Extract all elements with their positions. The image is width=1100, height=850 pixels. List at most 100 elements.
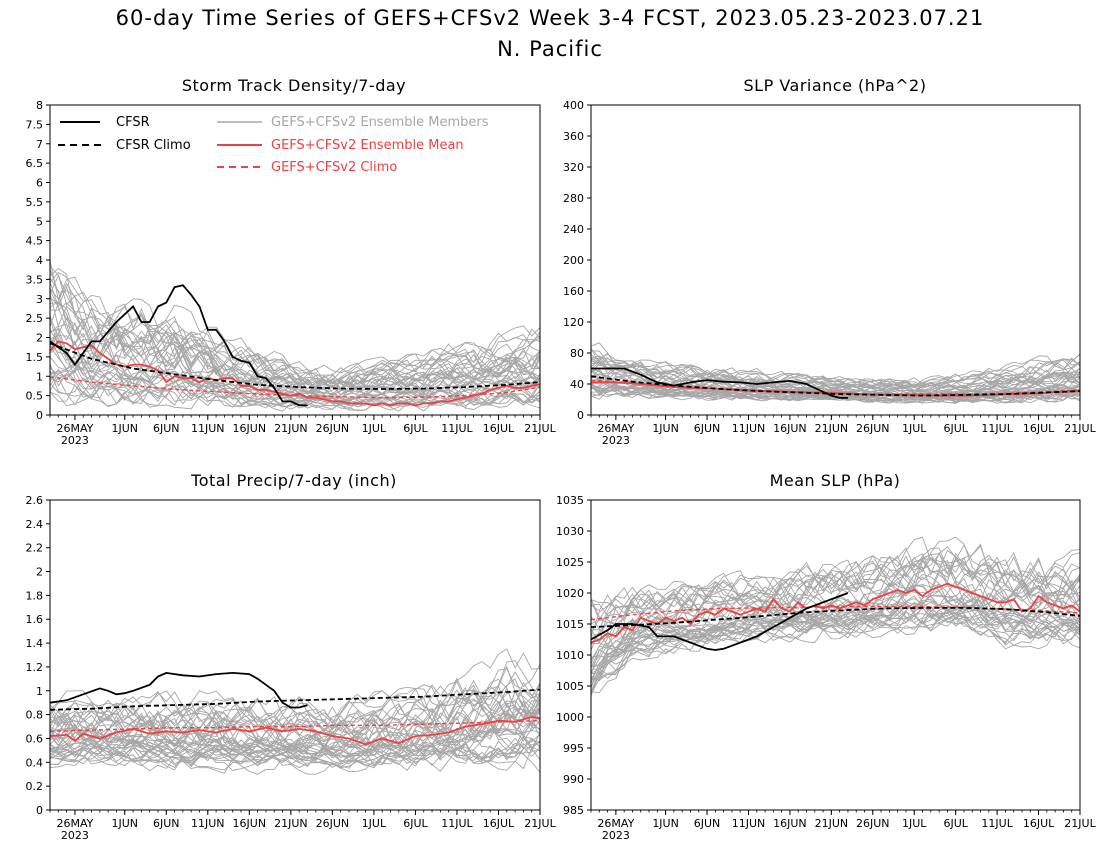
x-tick-label: 21JUN (274, 817, 308, 830)
ensemble-member-line (590, 583, 1081, 675)
ensemble-member-line (590, 549, 1081, 625)
y-tick-label: 0.6 (26, 732, 44, 745)
ensemble-member-line (49, 377, 541, 410)
y-tick-label: 400 (563, 99, 584, 112)
ensemble-member-line (49, 269, 541, 389)
ensemble-member-line (49, 267, 541, 383)
ensemble-member-line (590, 556, 1081, 633)
ensemble-member-line (49, 719, 541, 760)
figure-subtitle: N. Pacific (497, 37, 603, 61)
y-tick-label: 80 (570, 347, 584, 360)
ensemble-member-line (590, 617, 1081, 694)
y-tick-label: 7 (36, 138, 43, 151)
x-tick-label: 21JUN (274, 422, 308, 435)
y-tick-label: 1030 (556, 525, 584, 538)
legend-label-cfsr: CFSR (116, 115, 150, 130)
x-tick-label: 6JUL (403, 817, 428, 830)
y-tick-label: 1 (36, 685, 43, 698)
ensemble-member-line (590, 355, 1081, 394)
plot-frame (590, 499, 1081, 811)
ensemble-member-line (49, 665, 541, 733)
legend-label-gefs-climo: GEFS+CFSv2 Climo (271, 160, 397, 175)
ensemble-member-line (49, 331, 541, 396)
ensemble-member-line (590, 342, 1081, 389)
x-tick-label: 26JUN (856, 817, 890, 830)
y-tick-label: 2 (36, 566, 43, 579)
ensemble-member-line (49, 660, 541, 731)
series-cfsr-climo (49, 342, 541, 390)
legend-label-ens-mean: GEFS+CFSv2 Ensemble Mean (271, 138, 464, 153)
panel-title: Mean SLP (hPa) (770, 471, 901, 490)
ensemble-member-line (49, 266, 541, 390)
x-tick-label: 21JUL (1064, 422, 1096, 435)
y-tick-label: 0.8 (26, 709, 44, 722)
ensemble-member-line (49, 741, 541, 767)
storm-track-density-panel: Storm Track Density/7-day 0 0.5 1 1.5 2 2.5 3 3… (26, 76, 557, 447)
x-tick-label: 16JUN (233, 817, 267, 830)
panel-title: Total Precip/7-day (inch) (190, 471, 397, 490)
x-tick-label: 1JUN (111, 817, 138, 830)
ensemble-member-line (49, 686, 541, 747)
panel-title: SLP Variance (hPa^2) (744, 76, 927, 95)
x-tick-label: 16JUL (1023, 422, 1055, 435)
series-gefs-cfsv2-climo (590, 605, 1081, 621)
x-tick-label: 6JUN (153, 422, 180, 435)
series-cfsr-climo (590, 607, 1081, 628)
x-tick-label: 6JUL (403, 422, 428, 435)
plot-frame (49, 499, 541, 811)
x-tick-label: 26JUN (316, 817, 350, 830)
y-tick-label: 1035 (556, 494, 584, 507)
figure-title: 60-day Time Series of GEFS+CFSv2 Week 3-… (116, 6, 985, 30)
y-tick-label: 2.5 (26, 312, 44, 325)
ensemble-members (590, 536, 1081, 697)
y-tick-label: 7.5 (26, 118, 44, 131)
x-tick-label: 1JUL (902, 817, 927, 830)
y-tick-label: 1005 (556, 680, 584, 693)
ensemble-member-line (49, 668, 541, 732)
x-tick-label: 11JUN (732, 422, 766, 435)
x-tick-label: 16JUL (483, 422, 515, 435)
y-tick-label: 3.5 (26, 273, 44, 286)
x-tick-label: 6JUN (694, 817, 721, 830)
y-tick-label: 320 (563, 161, 584, 174)
y-tick-label: 8 (36, 99, 43, 112)
series-gefs-cfsv2-climo (49, 719, 541, 732)
y-tick-label: 280 (563, 192, 584, 205)
ensemble-member-line (590, 368, 1081, 398)
y-tick-label: 1015 (556, 618, 584, 631)
mean-slp-panel: Mean SLP (hPa) 985 990 995 1000 1005 1010 1015… (556, 471, 1097, 842)
x-tick-label: 26JUN (316, 422, 350, 435)
ensemble-member-line (49, 272, 541, 389)
y-tick-label: 1020 (556, 587, 584, 600)
series-gefs-cfsv2-ensemble-mean (49, 340, 541, 407)
ensemble-member-line (49, 740, 541, 766)
ensemble-member-line (49, 337, 541, 401)
series-cfsr (590, 592, 849, 651)
y-tick-label: 1 (36, 370, 43, 383)
y-tick-label: 1.4 (26, 637, 44, 650)
x-tick-label: 16JUN (773, 817, 807, 830)
legend: CFSR CFSR Climo GEFS+CFSv2 Ensemble Memb… (58, 115, 489, 175)
series-cfsr (49, 284, 308, 407)
y-tick-label: 4.5 (26, 235, 44, 248)
ensemble-member-line (590, 563, 1081, 649)
y-tick-label: 6 (36, 177, 43, 190)
y-tick-label: 5 (36, 215, 43, 228)
ensemble-member-line (49, 321, 541, 395)
x-tick-label: 6JUN (153, 817, 180, 830)
ensemble-member-line (590, 353, 1081, 389)
ensemble-member-line (590, 361, 1081, 394)
ensemble-member-line (49, 739, 541, 774)
ensemble-member-line (590, 583, 1081, 671)
y-tick-label: 0 (36, 409, 43, 422)
ensemble-member-line (590, 350, 1081, 387)
ensemble-member-line (49, 648, 541, 724)
y-tick-label: 2.4 (26, 518, 44, 531)
y-tick-label: 3 (36, 293, 43, 306)
ensemble-member-line (590, 553, 1081, 645)
y-tick-label: 2.6 (26, 494, 44, 507)
ensemble-member-line (49, 274, 541, 376)
x-tick-label: 1JUN (652, 422, 679, 435)
y-tick-label: 1025 (556, 556, 584, 569)
x-tick-label: 21JUN (815, 817, 849, 830)
